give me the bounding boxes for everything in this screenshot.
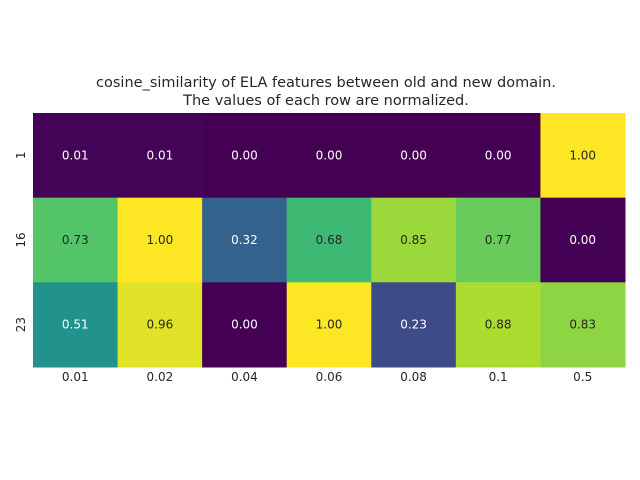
heatmap-cell	[202, 197, 288, 283]
heatmap-cell	[455, 282, 541, 368]
x-tick-label: 0.01	[62, 370, 89, 384]
heatmap-cell	[117, 113, 203, 199]
heatmap-cell	[202, 113, 288, 199]
heatmap-cell	[540, 282, 626, 368]
cell-value-label: 0.23	[400, 318, 427, 332]
x-tick-label: 0.1	[489, 370, 508, 384]
cell-value-label: 0.00	[316, 148, 343, 162]
y-tick-label: 16	[14, 232, 28, 247]
chart-title-line-1: cosine_similarity of ELA features betwee…	[96, 75, 556, 91]
heatmap-cell	[33, 113, 119, 199]
cell-value-label: 0.77	[485, 233, 512, 247]
cell-value-label: 0.00	[569, 233, 596, 247]
heatmap-cell	[455, 113, 541, 199]
x-tick-labels: 0.01 0.02 0.04 0.06 0.08 0.1 0.5	[62, 370, 592, 384]
x-tick-label: 0.08	[400, 370, 427, 384]
heatmap-cell	[286, 197, 372, 283]
cell-value-label: 0.68	[316, 233, 343, 247]
cell-value-label: 0.32	[231, 233, 258, 247]
cell-value-label: 0.00	[400, 148, 427, 162]
cell-value-label: 1.00	[316, 318, 343, 332]
x-tick-label: 0.02	[147, 370, 174, 384]
y-tick-label: 23	[14, 317, 28, 332]
cell-value-label: 0.51	[62, 318, 89, 332]
cell-value-label: 0.00	[231, 318, 258, 332]
heatmap-cell	[455, 197, 541, 283]
cell-value-label: 0.00	[231, 148, 258, 162]
heatmap-cell	[286, 113, 372, 199]
x-tick-label: 0.06	[316, 370, 343, 384]
x-tick-label: 0.04	[231, 370, 258, 384]
heatmap-cell	[202, 282, 288, 368]
cell-value-label: 0.00	[485, 148, 512, 162]
cell-value-label: 0.01	[62, 148, 89, 162]
heatmap-cell	[371, 282, 457, 368]
heatmap-cell	[540, 113, 626, 199]
cell-value-label: 0.83	[569, 318, 596, 332]
heatmap-cell	[117, 282, 203, 368]
heatmap-cell	[33, 197, 119, 283]
cell-value-label: 0.96	[147, 318, 174, 332]
y-tick-label: 1	[14, 152, 28, 160]
heatmap-cell	[371, 113, 457, 199]
x-tick-label: 0.5	[573, 370, 592, 384]
heatmap-cell	[371, 197, 457, 283]
heatmap-cell	[540, 197, 626, 283]
cell-value-label: 0.01	[147, 148, 174, 162]
chart-title-line-2: The values of each row are normalized.	[182, 93, 469, 109]
y-tick-labels: 1 16 23	[14, 152, 28, 333]
cell-value-label: 1.00	[569, 148, 596, 162]
cell-value-label: 0.73	[62, 233, 89, 247]
cell-value-label: 0.88	[485, 318, 512, 332]
cell-value-label: 0.85	[400, 233, 427, 247]
cell-value-label: 1.00	[147, 233, 174, 247]
heatmap-cell	[117, 197, 203, 283]
heatmap-cell	[33, 282, 119, 368]
heatmap-cells: 0.01 0.01 0.00 0.00 0.00 0.00 1.00 0.73 1.00 0.32…	[33, 113, 626, 368]
heatmap-cell	[286, 282, 372, 368]
